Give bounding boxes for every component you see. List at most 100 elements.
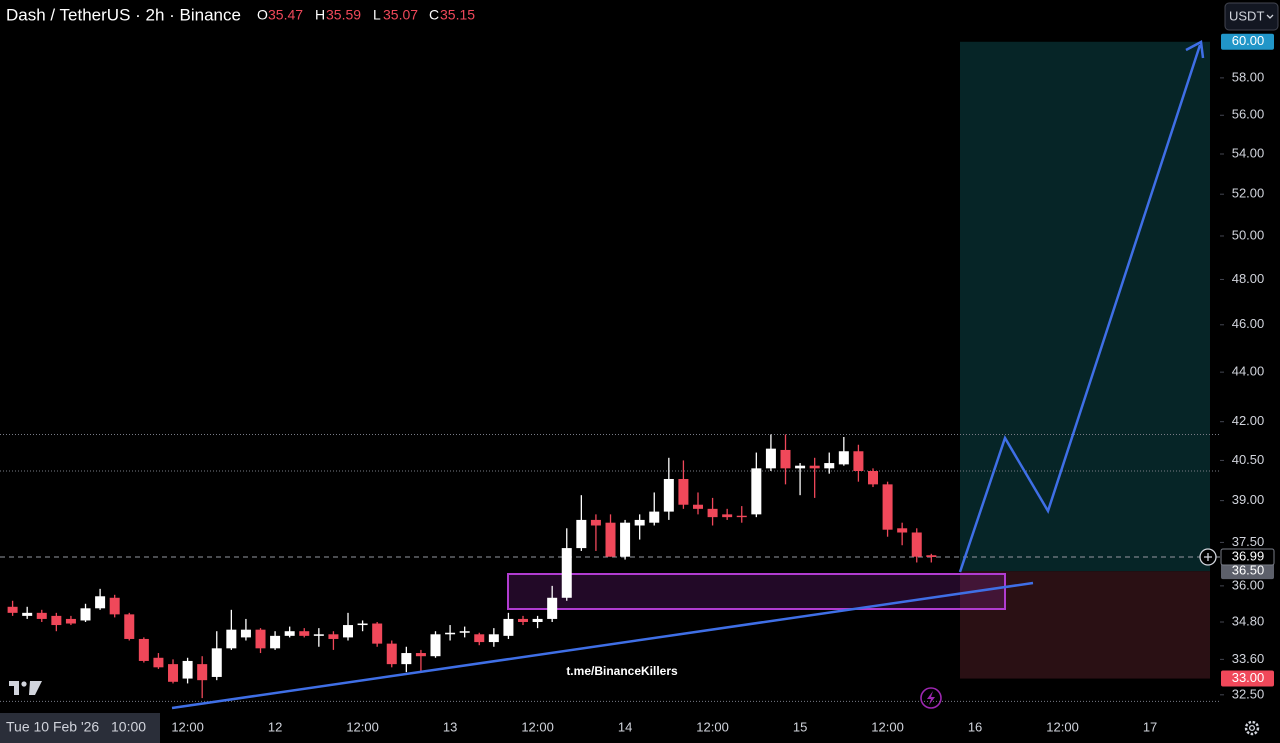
y-tick-label: 42.00 [1232,413,1265,428]
plus-sign[interactable] [1204,553,1212,561]
candle-body [503,618,514,636]
candle-body [386,643,397,665]
price-tag-label: 36.99 [1232,548,1265,563]
candle-body [240,629,251,638]
logo-dot [21,681,27,687]
candle-body [401,653,412,665]
price-tag [1220,548,1275,566]
watermark: t.me/BinanceKillers [566,664,678,678]
candle-body [197,664,208,681]
candle-body [620,522,631,557]
ohlc-label: C [429,7,439,23]
candle-body [255,629,266,649]
candle-body [780,449,791,469]
candle-body [95,596,106,609]
y-tick-label: 52.00 [1232,186,1265,201]
x-tick-label: 17 [1143,719,1157,734]
candle-body [138,638,149,661]
price-tag-label: 36.50 [1232,563,1265,578]
gear-hub[interactable] [1248,724,1256,732]
y-tick-label: 33.60 [1232,651,1265,666]
alert-icon-ring[interactable] [920,687,942,709]
candle-body [795,465,806,469]
logo [9,681,42,695]
levels [0,433,1220,702]
demand-zone [507,573,1006,610]
logo-shape [9,681,19,695]
candle-body [649,511,660,523]
candle-body [7,606,18,613]
ohlc-label: H [315,7,325,23]
candle-body [80,608,91,621]
y-tick-label: 56.00 [1232,107,1265,122]
y-tick-label: 50.00 [1232,227,1265,242]
ohlc-value: 35.15 [440,7,475,23]
candle-body [576,519,587,549]
price-axis: 32.50 33.60 34.80 36.00 37.50 39.00 40.50 42.00… [1220,69,1264,701]
candle-body [590,519,601,526]
y-tick-label: 40.50 [1232,452,1265,467]
candle-body [488,634,499,643]
candle-body [518,618,529,622]
candle-body [693,504,704,509]
gear-teeth[interactable] [1244,720,1260,736]
candle-body [751,468,762,515]
x-tick-label: 13 [443,719,457,734]
candle-body [882,484,893,530]
time-axis: 12:00 12 12:00 13 12:00 14 12:00 15 12:00 16 12:00… [171,719,1157,734]
candle-body [634,519,645,526]
candle-body [678,478,689,505]
y-tick-label: 58.00 [1232,69,1265,84]
alert-icon-bolt[interactable] [927,691,935,705]
settings-button[interactable] [1244,720,1260,736]
candle-body [722,514,733,518]
candle-body [284,631,295,636]
x-tick-label: 15 [793,719,807,734]
candle-body [824,463,835,469]
x-tick-label: 12:00 [696,719,729,734]
symbol-title: Dash / TetherUS · 2h · Binance [6,5,241,24]
y-tick-label: 39.00 [1232,492,1265,507]
candle-body [270,635,281,649]
currency-button-label[interactable]: USDT [1229,8,1264,23]
candle-body [182,660,193,679]
price-tag [1221,670,1274,687]
candle-body [357,623,368,626]
cursor-date: Tue 10 Feb '26 [6,719,99,735]
candle-body [911,532,922,557]
projection-path [958,44,1202,573]
ohlc-value: 35.47 [268,7,303,23]
x-tick-label: 12:00 [1046,719,1079,734]
x-tick-label: 16 [968,719,982,734]
candle-body [22,612,33,616]
candle-body [926,555,937,557]
add-alert-button[interactable] [1199,548,1217,566]
candle-body [707,508,718,518]
currency-button[interactable]: USDT [1224,2,1279,31]
dropdown-caret[interactable] [1266,14,1274,19]
ohlc-value: 35.59 [326,7,361,23]
profit-zone [960,41,1210,572]
x-tick-label: 12:00 [171,719,204,734]
y-tick-label: 32.50 [1232,686,1265,701]
ohlc-label: O [257,7,268,23]
y-tick-label: 36.00 [1232,577,1265,592]
ohlc-label: L [373,7,381,23]
candle-body [65,618,76,624]
x-tick-label: 12:00 [871,719,904,734]
candle-body [343,625,354,638]
price-tag-label: 33.00 [1232,670,1265,685]
projection-arrow [1185,40,1205,59]
y-tick-label: 44.00 [1232,364,1265,379]
candles [7,434,937,699]
candle-body [561,548,572,598]
candle-body [36,612,47,619]
currency-button-box[interactable] [1224,2,1279,31]
loss-zone [960,571,1210,679]
x-tick-label: 14 [618,719,632,734]
alert-icon[interactable] [920,687,942,709]
candle-body [809,465,820,469]
cursor-date-box [0,713,160,743]
